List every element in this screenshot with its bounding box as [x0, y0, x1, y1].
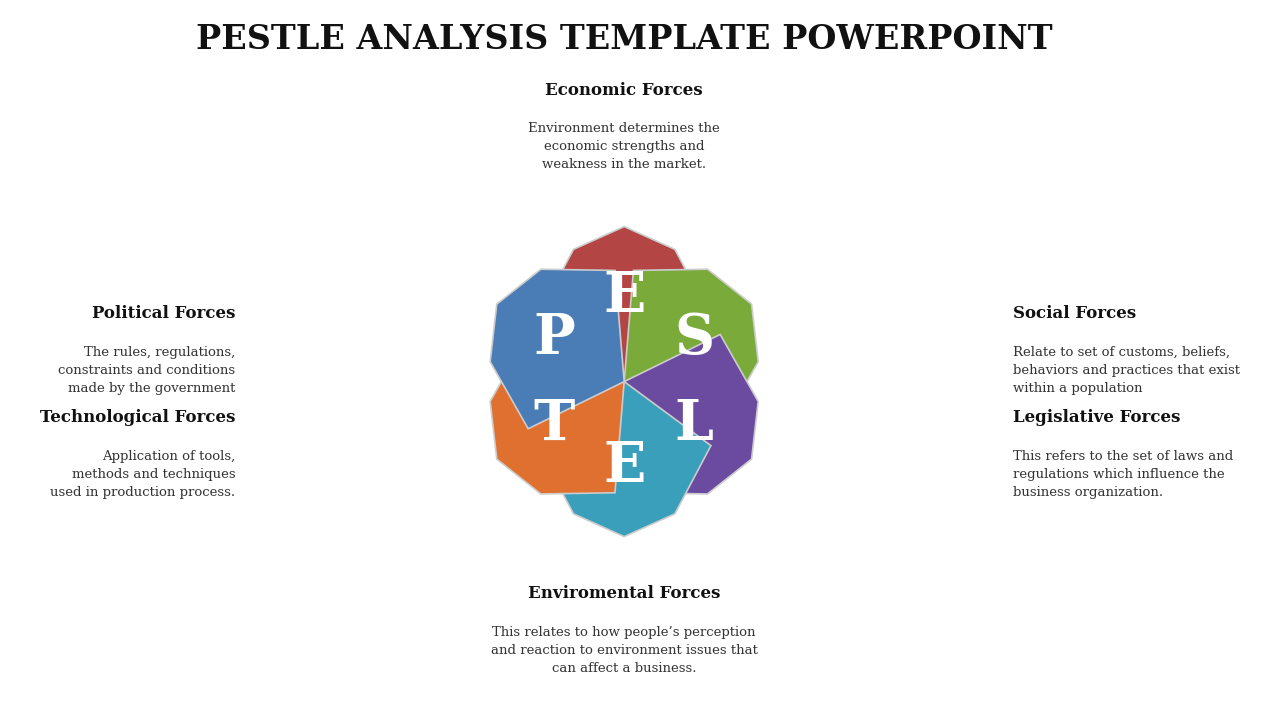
Text: E: E	[603, 269, 645, 324]
Polygon shape	[538, 227, 710, 382]
Text: Environment determines the
economic strengths and
weakness in the market.: Environment determines the economic stre…	[529, 122, 721, 171]
Text: The rules, regulations,
constraints and conditions
made by the government: The rules, regulations, constraints and …	[59, 346, 236, 395]
Text: This refers to the set of laws and
regulations which influence the
business orga: This refers to the set of laws and regul…	[1012, 450, 1233, 499]
Text: Enviromental Forces: Enviromental Forces	[529, 585, 721, 603]
Text: This relates to how people’s perception
and reaction to environment issues that
: This relates to how people’s perception …	[490, 626, 758, 675]
Text: Technological Forces: Technological Forces	[40, 409, 236, 426]
Polygon shape	[625, 269, 758, 429]
Polygon shape	[625, 334, 758, 494]
Text: T: T	[534, 397, 575, 451]
Polygon shape	[538, 382, 710, 536]
Polygon shape	[490, 269, 625, 429]
Text: PESTLE ANALYSIS TEMPLATE POWERPOINT: PESTLE ANALYSIS TEMPLATE POWERPOINT	[196, 23, 1052, 56]
Text: Relate to set of customs, beliefs,
behaviors and practices that exist
within a p: Relate to set of customs, beliefs, behav…	[1012, 346, 1240, 395]
Text: Legislative Forces: Legislative Forces	[1012, 409, 1180, 426]
Text: Economic Forces: Economic Forces	[545, 81, 703, 99]
Text: Political Forces: Political Forces	[92, 305, 236, 322]
Text: Social Forces: Social Forces	[1012, 305, 1137, 322]
Text: P: P	[534, 312, 575, 366]
Text: E: E	[603, 439, 645, 495]
Text: Application of tools,
methods and techniques
used in production process.: Application of tools, methods and techni…	[50, 450, 236, 499]
Text: S: S	[675, 312, 714, 366]
Polygon shape	[490, 334, 625, 494]
Text: L: L	[675, 397, 714, 451]
